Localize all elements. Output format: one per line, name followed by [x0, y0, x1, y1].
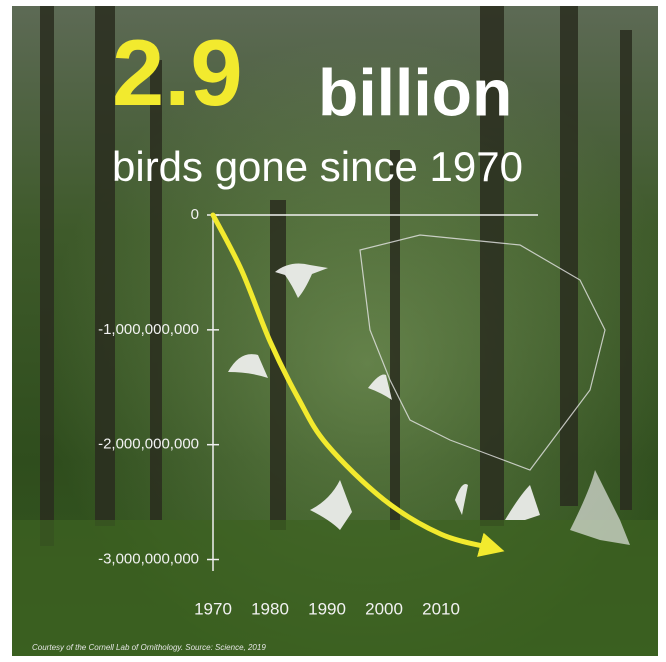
x-tick-label: 2010 [422, 599, 460, 618]
x-tick-label: 1980 [251, 599, 289, 618]
headline-number: 2.9 [112, 20, 243, 125]
y-tick-label: -3,000,000,000 [98, 550, 199, 567]
credit: Courtesy of the Cornell Lab of Ornitholo… [32, 643, 266, 652]
north-america-map [359, 234, 606, 471]
subtitle: birds gone since 1970 [112, 143, 523, 190]
y-tick-label: 0 [191, 206, 199, 223]
y-tick-label: -2,000,000,000 [98, 436, 199, 453]
x-tick-label: 1970 [194, 599, 232, 618]
headline-unit: billion [318, 55, 512, 129]
bird-silhouettes [228, 263, 630, 545]
x-tick-label: 2000 [365, 599, 403, 618]
ground-ferns [12, 520, 658, 656]
tree-trunks [40, 6, 632, 546]
y-tick-label: -1,000,000,000 [98, 321, 199, 338]
x-tick-label: 1990 [308, 599, 346, 618]
trend-line [210, 212, 505, 557]
